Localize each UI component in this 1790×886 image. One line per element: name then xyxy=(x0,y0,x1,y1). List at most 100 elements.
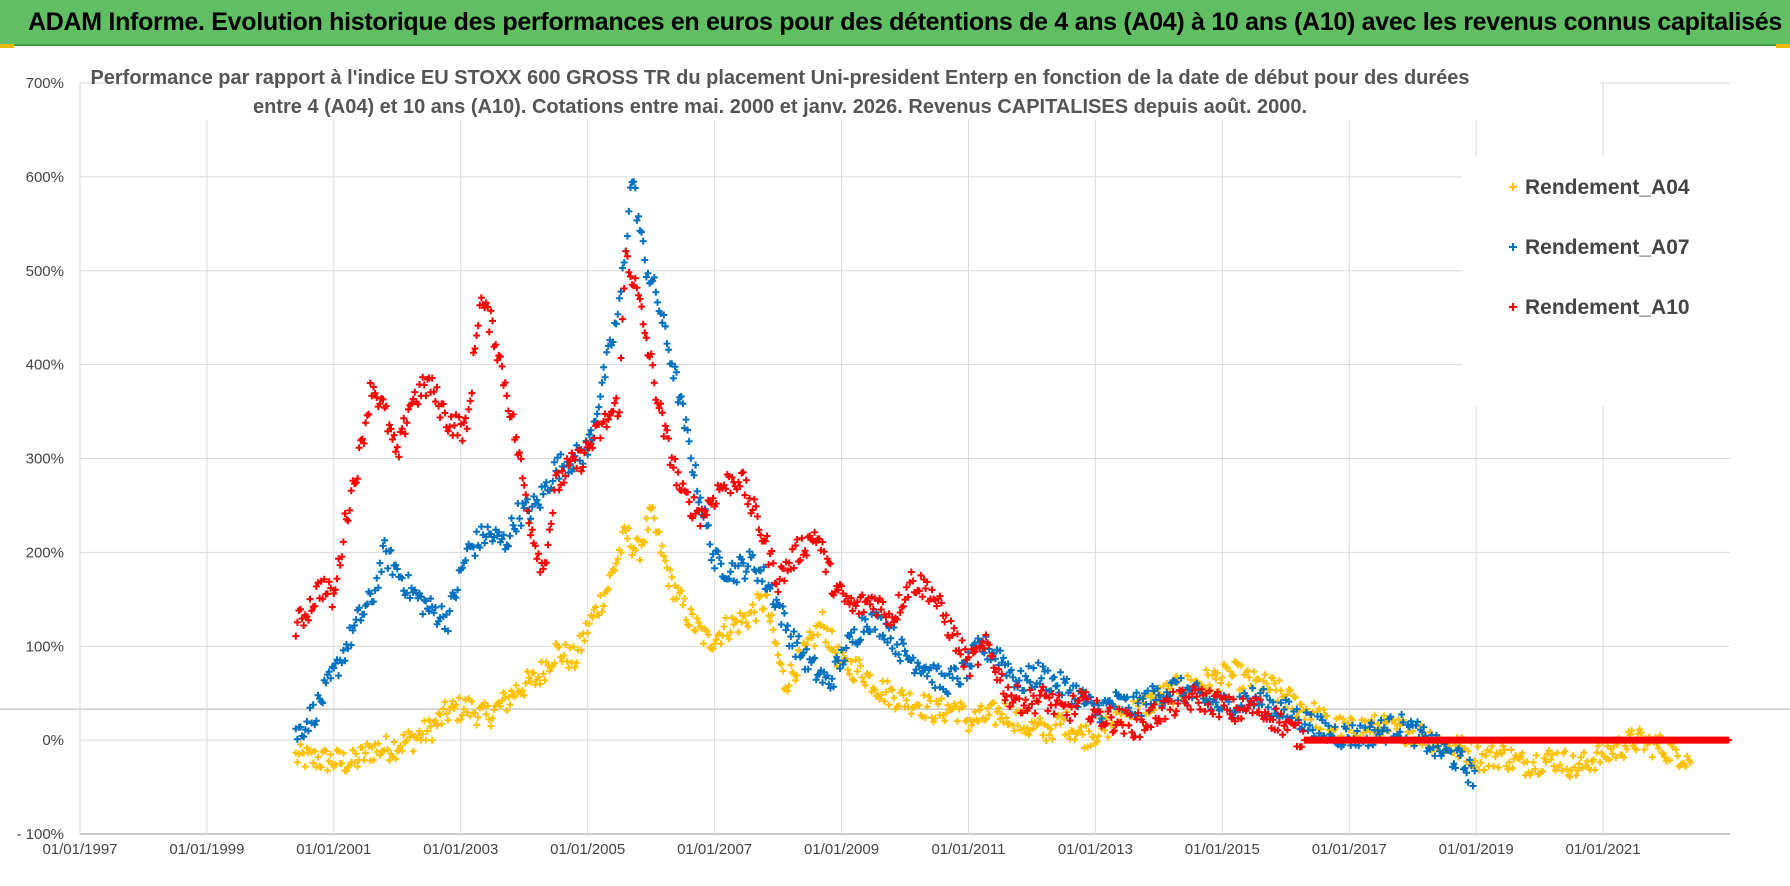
data-point xyxy=(998,670,1006,678)
data-point xyxy=(506,701,514,709)
data-point xyxy=(387,425,395,433)
data-point xyxy=(688,610,696,618)
data-point xyxy=(1293,705,1301,713)
data-point xyxy=(619,315,627,323)
data-point xyxy=(641,329,649,337)
data-point xyxy=(990,664,998,672)
data-point xyxy=(1342,725,1350,733)
report-banner: ADAM Informe. Evolution historique des p… xyxy=(0,0,1790,46)
data-point xyxy=(487,722,495,730)
y-tick-label: 100% xyxy=(26,638,64,655)
data-point xyxy=(1387,713,1394,721)
data-point xyxy=(354,763,362,771)
data-point xyxy=(793,639,801,647)
x-tick-label: 01/01/2005 xyxy=(550,841,625,858)
data-point xyxy=(811,654,819,662)
data-point xyxy=(1683,752,1691,760)
data-point xyxy=(1323,712,1331,720)
data-point xyxy=(462,414,469,422)
data-point xyxy=(915,701,923,709)
data-point xyxy=(1104,733,1112,741)
data-point xyxy=(722,485,730,493)
data-point xyxy=(633,284,641,292)
data-point xyxy=(1374,720,1382,728)
data-point xyxy=(725,635,733,643)
data-point xyxy=(319,699,327,707)
data-point xyxy=(1030,664,1037,672)
data-point xyxy=(484,702,492,710)
data-point xyxy=(671,363,679,371)
data-point xyxy=(760,605,768,613)
data-point xyxy=(539,565,547,573)
data-point xyxy=(928,678,936,686)
data-point xyxy=(977,702,985,710)
data-point xyxy=(390,738,398,746)
data-point xyxy=(589,444,596,452)
data-point xyxy=(544,541,552,549)
data-point xyxy=(1015,695,1023,703)
data-point xyxy=(877,691,885,699)
data-point xyxy=(341,657,349,665)
data-point xyxy=(960,663,968,671)
legend-label: Rendement_A10 xyxy=(1525,296,1690,319)
data-point xyxy=(1082,688,1090,696)
data-point xyxy=(749,506,757,514)
data-point xyxy=(1263,680,1271,688)
data-point xyxy=(430,388,438,396)
data-point xyxy=(473,528,481,536)
data-point xyxy=(328,603,336,611)
data-point xyxy=(360,610,368,618)
data-point xyxy=(838,646,845,654)
data-point xyxy=(1196,705,1204,713)
data-point xyxy=(1128,728,1136,736)
data-point xyxy=(1096,708,1104,716)
data-point xyxy=(996,647,1004,655)
data-point xyxy=(1066,717,1074,724)
data-point xyxy=(998,710,1006,718)
data-point xyxy=(669,374,677,382)
data-point xyxy=(484,523,492,531)
data-point xyxy=(573,464,581,472)
data-point xyxy=(652,396,660,404)
data-point xyxy=(1277,687,1285,695)
data-point xyxy=(1110,727,1118,735)
data-point xyxy=(533,555,541,563)
data-point xyxy=(1087,742,1095,750)
data-point xyxy=(382,732,390,740)
data-point xyxy=(782,626,790,634)
data-point xyxy=(615,408,623,416)
data-point xyxy=(474,713,482,721)
data-point xyxy=(660,432,668,440)
data-point xyxy=(297,723,304,731)
data-point xyxy=(690,471,698,479)
data-point xyxy=(1214,688,1221,696)
data-point xyxy=(750,608,758,616)
data-point xyxy=(489,317,496,325)
data-point xyxy=(739,559,747,567)
data-point xyxy=(1256,689,1264,697)
data-point xyxy=(471,709,479,717)
data-point xyxy=(355,444,363,452)
data-point xyxy=(1068,703,1076,711)
data-point xyxy=(944,690,952,698)
data-point xyxy=(893,641,901,648)
data-point xyxy=(542,478,550,486)
data-point xyxy=(788,642,796,650)
data-point xyxy=(999,654,1007,662)
data-point xyxy=(593,410,601,418)
data-point xyxy=(1291,694,1299,702)
data-point xyxy=(1174,700,1182,707)
data-point xyxy=(1047,725,1055,733)
data-point xyxy=(917,571,925,579)
data-point xyxy=(855,610,863,618)
data-point xyxy=(336,561,344,569)
data-point xyxy=(685,498,693,506)
y-tick-label: 700% xyxy=(26,75,64,92)
data-point xyxy=(595,403,603,411)
series-Rendement_A04 xyxy=(292,503,1694,781)
data-point xyxy=(376,559,384,567)
data-point xyxy=(512,433,520,441)
data-point xyxy=(493,356,501,364)
data-point xyxy=(609,338,617,346)
data-point xyxy=(965,727,972,735)
